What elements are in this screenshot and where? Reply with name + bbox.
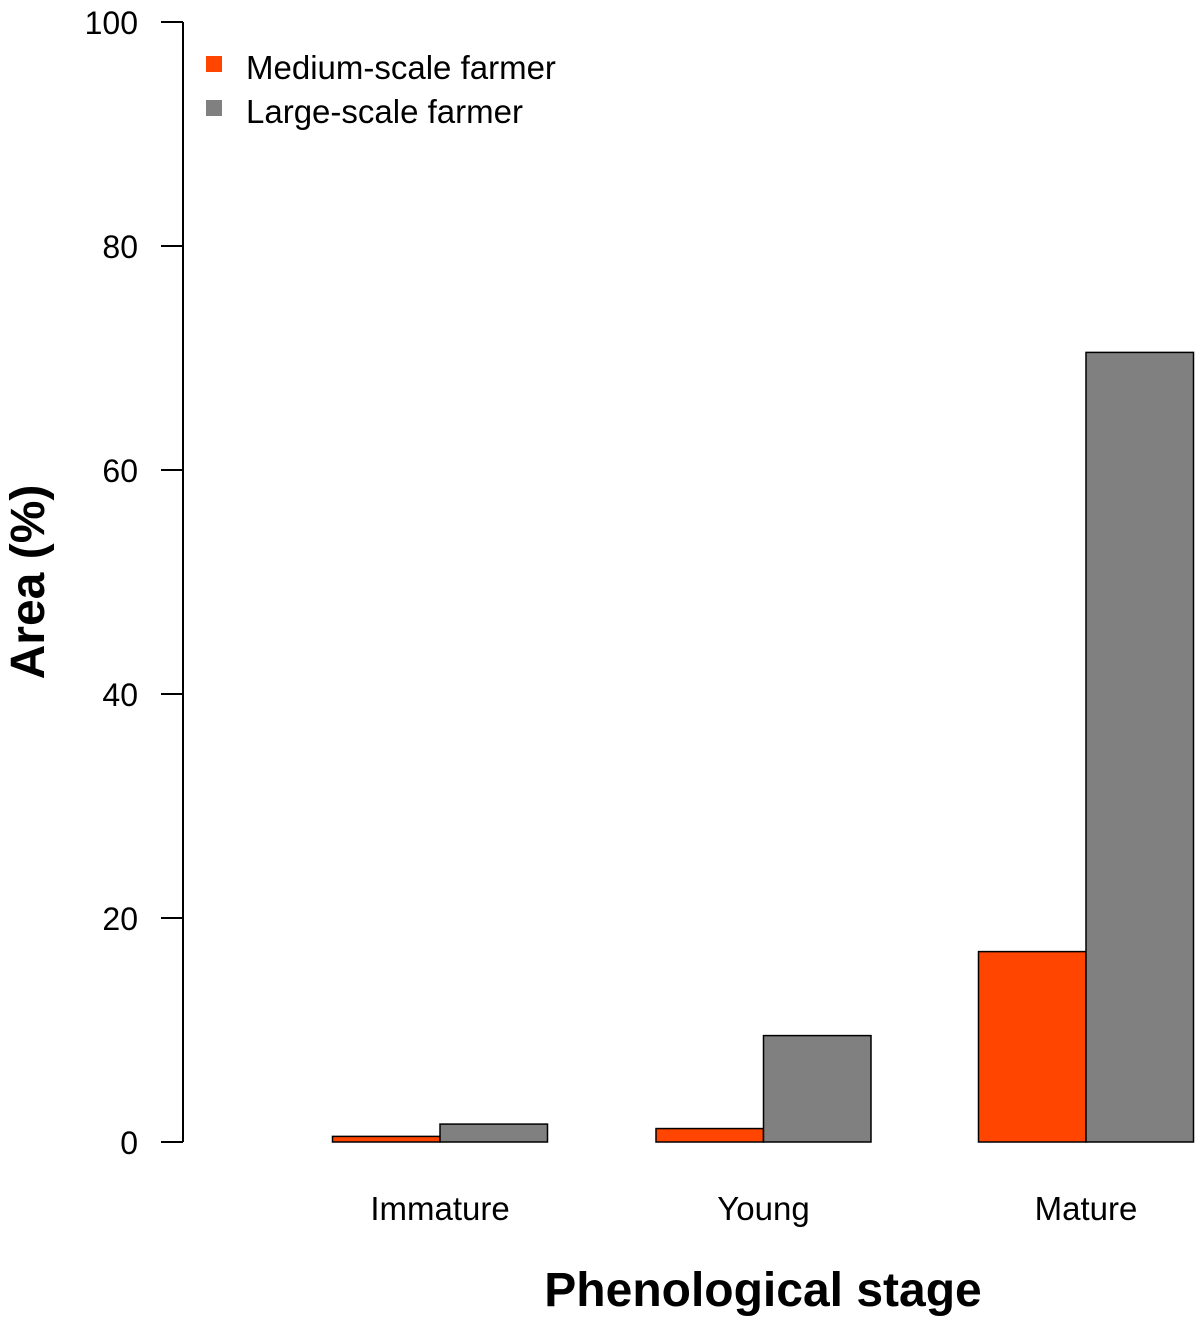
bars xyxy=(331,351,1195,1143)
x-axis-title: Phenological stage xyxy=(544,1264,981,1317)
x-tick-label-mature: Mature xyxy=(1035,1190,1138,1227)
x-tick-label-young: Young xyxy=(717,1190,809,1227)
y-tick-label: 60 xyxy=(102,453,138,489)
y-tick-label: 0 xyxy=(120,1125,138,1161)
legend-label-medium-scale-farmer: Medium-scale farmer xyxy=(246,49,556,86)
legend-label-large-scale-farmer: Large-scale farmer xyxy=(246,93,523,130)
legend: Medium-scale farmer Large-scale farmer xyxy=(206,49,556,130)
legend-swatch-large-scale-farmer xyxy=(206,100,222,116)
y-tick-label: 100 xyxy=(85,5,138,41)
y-tick-label: 40 xyxy=(102,677,138,713)
y-axis-title: Area (%) xyxy=(2,485,55,680)
x-tick-label-immature: Immature xyxy=(370,1190,509,1227)
y-ticks: 0 20 40 60 80 100 xyxy=(85,5,183,1161)
x-category-labels: Immature Young Mature xyxy=(370,1190,1137,1227)
bar-large-scale-farmer-young xyxy=(762,1034,872,1143)
legend-swatch-medium-scale-farmer xyxy=(206,56,222,72)
bar-medium-scale-farmer-young xyxy=(655,1127,765,1143)
bar-large-scale-farmer-mature xyxy=(1085,351,1195,1143)
y-axis: 0 20 40 60 80 100 xyxy=(85,5,184,1161)
y-tick-label: 80 xyxy=(102,229,138,265)
bar-medium-scale-farmer-immature xyxy=(331,1135,441,1143)
y-tick-label: 20 xyxy=(102,901,138,937)
bar-large-scale-farmer-immature xyxy=(439,1123,549,1143)
bar-medium-scale-farmer-mature xyxy=(977,950,1087,1143)
